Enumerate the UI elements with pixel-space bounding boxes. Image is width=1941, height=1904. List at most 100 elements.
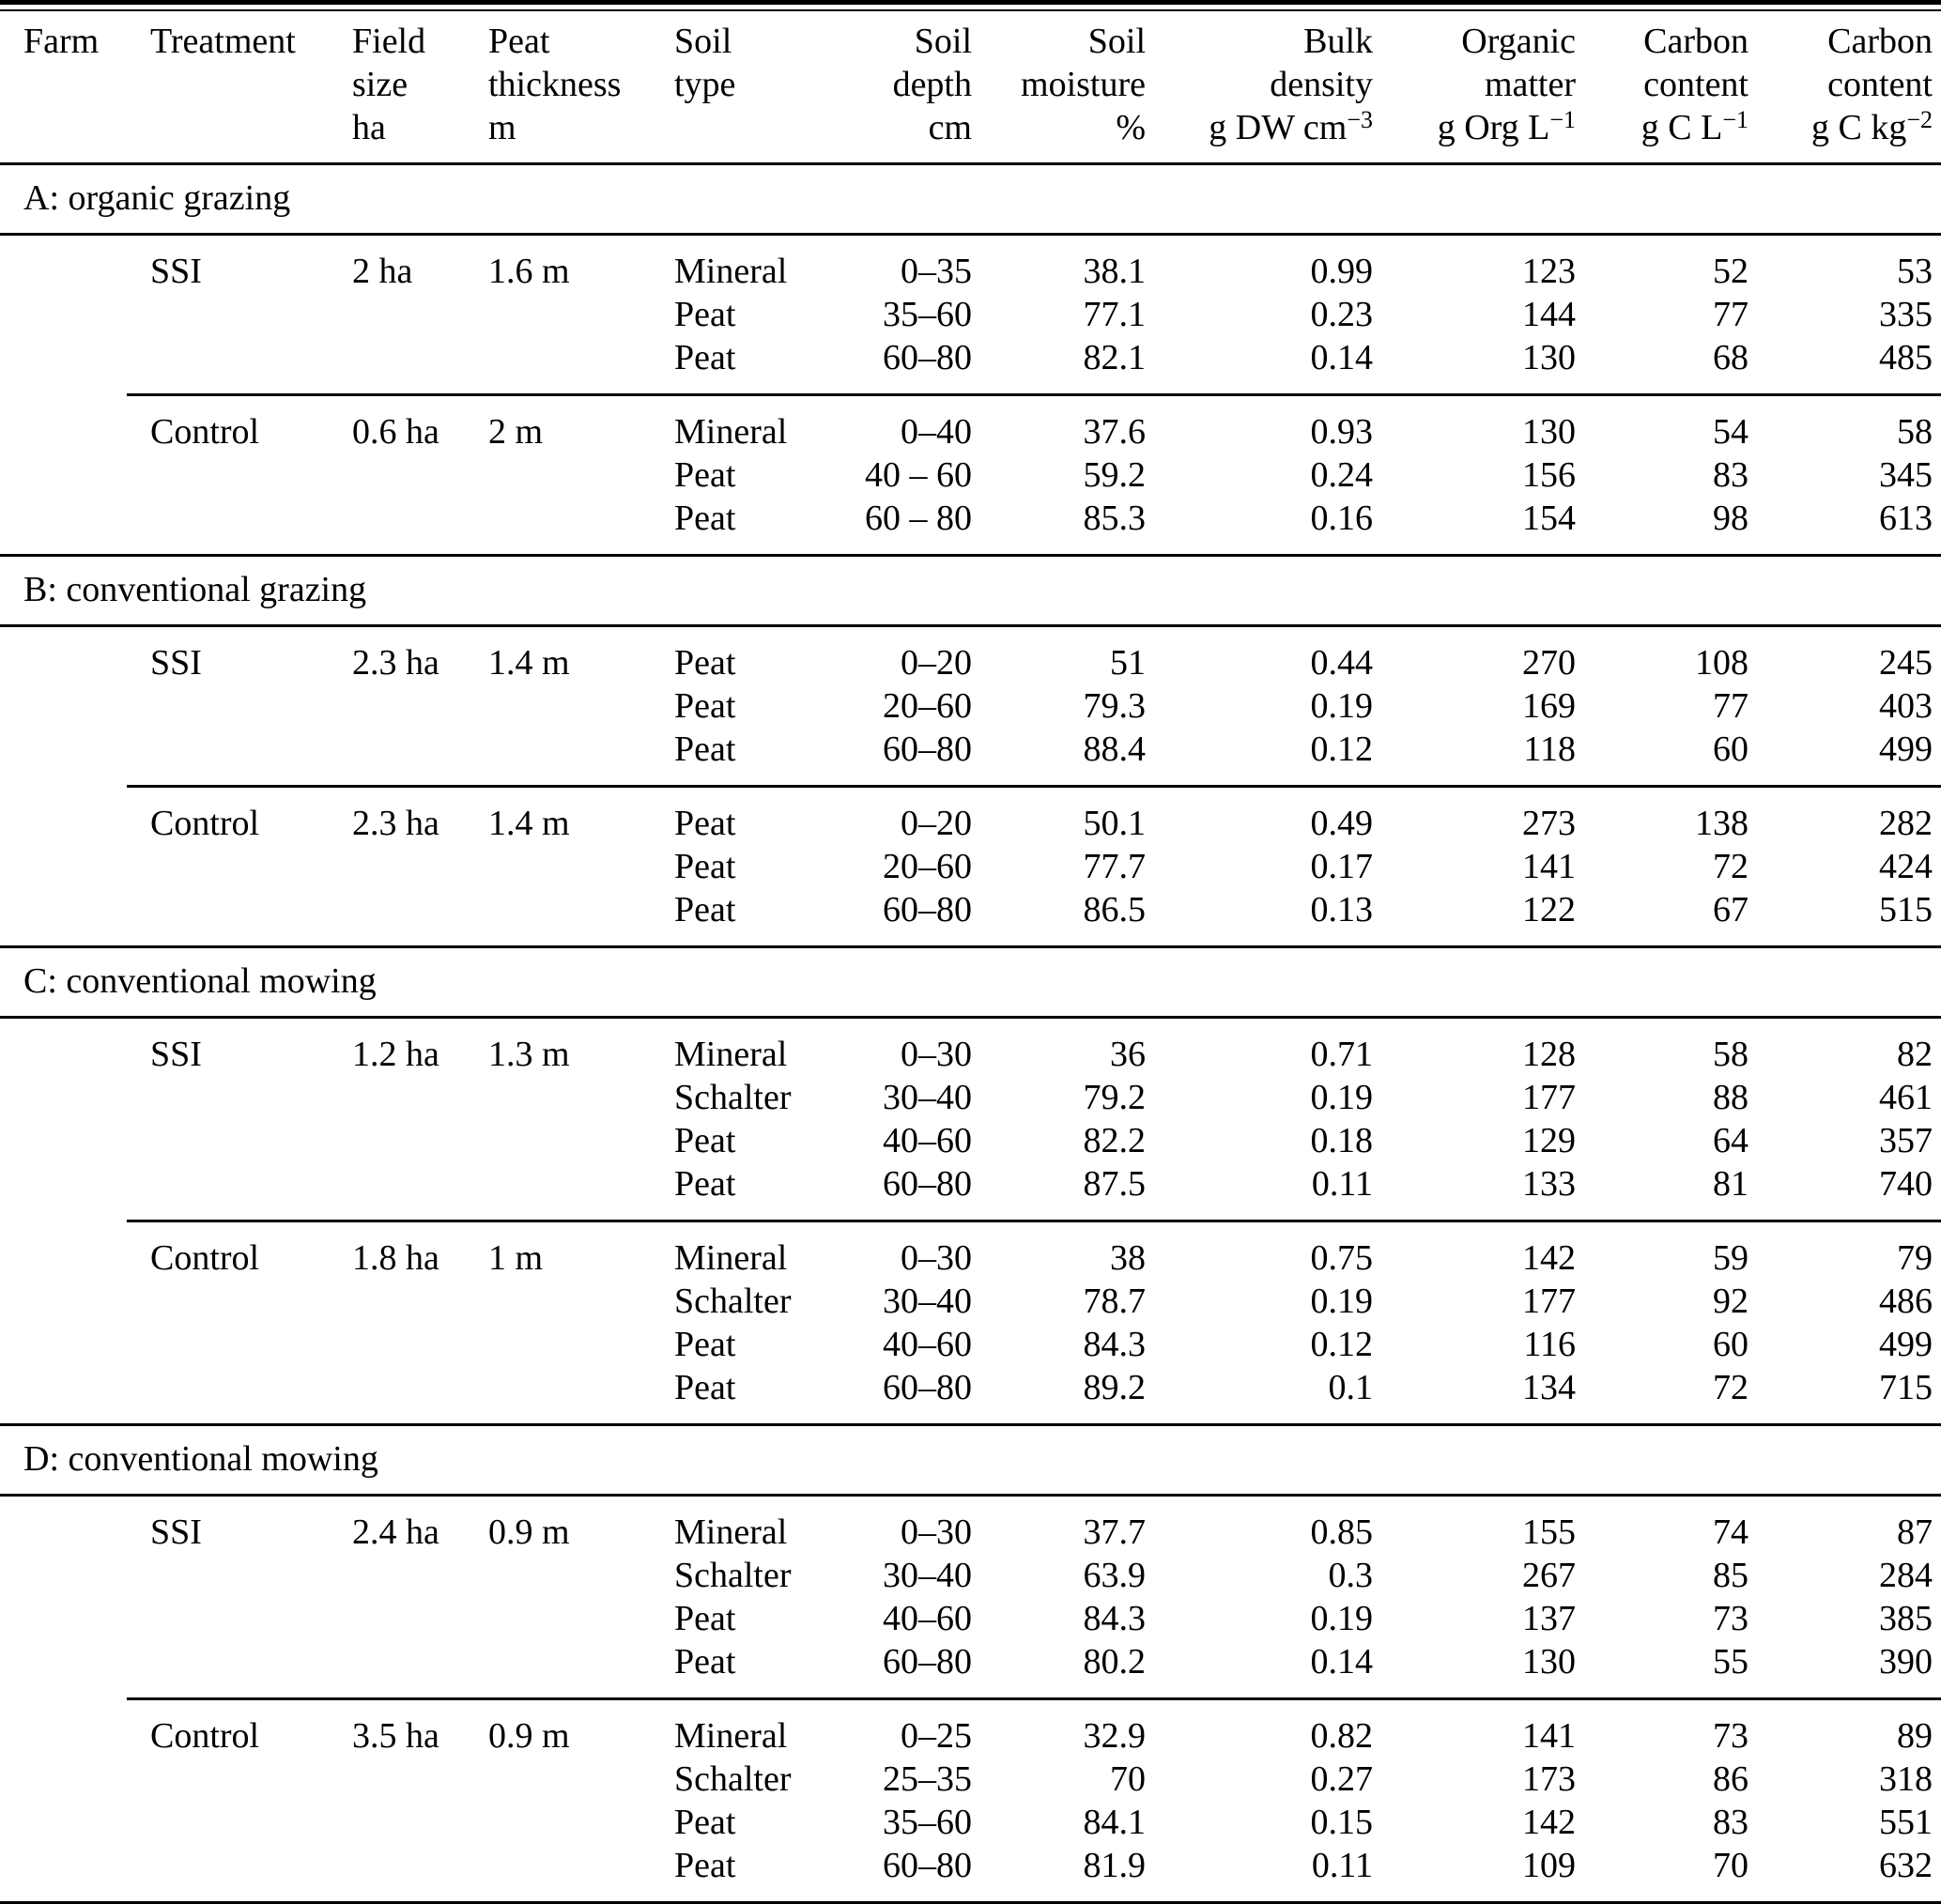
- cell-soil_moisture: 63.9: [1083, 1556, 1147, 1595]
- cell-peat_thickness: [465, 497, 651, 556]
- header-line: Soil: [674, 22, 732, 61]
- cell-carbon_content_kg: 613: [1879, 499, 1933, 538]
- unit-label: g DW cm−3: [1209, 108, 1373, 148]
- cell-bulk_density: 0.85: [1310, 1512, 1374, 1552]
- cell-field_size: [329, 1640, 465, 1699]
- cell-soil_type: Schalter: [674, 1282, 792, 1321]
- cell-soil_moisture: 77.7: [1083, 847, 1147, 886]
- cell-peat_thickness: [465, 293, 651, 336]
- cell-soil_depth: 60–80: [883, 1846, 972, 1885]
- cell-carbon_content_l: 54: [1576, 393, 1748, 453]
- cell-organic_matter: 128: [1522, 1035, 1576, 1074]
- data-row: Peat 60–80 82.1 0.14 130 68 485: [0, 336, 1941, 395]
- column-header-treatment: Treatment: [127, 11, 329, 164]
- cell-carbon_content_l: 60: [1713, 1325, 1748, 1364]
- cell-bulk_density: 0.93: [1146, 393, 1373, 453]
- cell-soil_type: Peat: [674, 1368, 736, 1407]
- cell-peat_thickness: [465, 1076, 651, 1119]
- cell-farm: [0, 1018, 127, 1077]
- cell-soil_depth: 30–40: [883, 1078, 972, 1117]
- cell-field_size: [329, 1162, 465, 1221]
- cell-peat_thickness: [465, 684, 651, 728]
- section-header-row-c: C: conventional mowing: [0, 945, 1941, 1019]
- cell-carbon_content_kg: 87: [1897, 1512, 1933, 1552]
- cell-bulk_density: 0.16: [1310, 499, 1374, 538]
- cell-treatment: [127, 1162, 329, 1221]
- cell-carbon_content_kg: 385: [1879, 1599, 1933, 1638]
- cell-carbon_content_l: 77: [1713, 686, 1748, 726]
- cell-carbon_content_l: 85: [1713, 1556, 1748, 1595]
- cell-carbon_content_l: 67: [1713, 890, 1748, 929]
- cell-peat_thickness: [465, 1119, 651, 1162]
- cell-organic_matter: 134: [1522, 1368, 1576, 1407]
- cell-soil_moisture: 50.1: [972, 785, 1146, 845]
- cell-treatment: [127, 1758, 329, 1801]
- cell-soil_moisture: 51: [1110, 643, 1146, 683]
- data-row: Schalter 30–40 78.7 0.19 177 92 486: [0, 1280, 1941, 1323]
- header-line: density: [1270, 65, 1373, 104]
- cell-soil_moisture: 37.6: [972, 393, 1146, 453]
- cell-soil_depth: 20–60: [883, 847, 972, 886]
- cell-soil_depth: 40–60: [883, 1599, 972, 1638]
- cell-farm: [0, 1801, 127, 1844]
- cell-farm: [0, 235, 127, 294]
- cell-soil_depth: 40–60: [883, 1121, 972, 1160]
- unit-base: g Org L: [1437, 108, 1550, 147]
- cell-soil_moisture: 86.5: [1083, 890, 1147, 929]
- cell-farm: [0, 1554, 127, 1597]
- header-line: size: [352, 65, 408, 104]
- cell-soil_moisture: 85.3: [1083, 499, 1147, 538]
- column-header-carbon_content_kg: Carbon content g C kg−2: [1748, 11, 1941, 164]
- cell-carbon_content_kg: 715: [1879, 1368, 1933, 1407]
- table-body: A: organic grazing SSI 2 ha 1.6 m Mineral 0–3…: [0, 162, 1941, 1904]
- header-line: content: [1827, 65, 1933, 104]
- cell-farm: [0, 1758, 127, 1801]
- cell-soil_depth: 30–40: [883, 1556, 972, 1595]
- cell-treatment: SSI: [150, 1035, 202, 1074]
- cell-peat_thickness: [465, 845, 651, 888]
- cell-organic_matter: 142: [1373, 1220, 1576, 1280]
- cell-carbon_content_kg: 403: [1879, 686, 1933, 726]
- cell-soil_type: Mineral: [651, 1697, 803, 1758]
- cell-organic_matter: 130: [1522, 1642, 1576, 1681]
- cell-treatment: SSI: [150, 252, 202, 291]
- cell-soil_depth: 60–80: [883, 1642, 972, 1681]
- cell-bulk_density: 0.13: [1310, 890, 1374, 929]
- cell-peat_thickness: 1.4 m: [488, 643, 570, 683]
- cell-soil_moisture: 36: [1110, 1035, 1146, 1074]
- cell-soil_depth: 20–60: [883, 686, 972, 726]
- soil-properties-table: Farm Treatment Field size ha Peat thickness m So…: [0, 11, 1941, 1904]
- cell-soil_moisture: 32.9: [972, 1697, 1146, 1758]
- cell-organic_matter: 137: [1522, 1599, 1576, 1638]
- cell-bulk_density: 0.82: [1146, 1697, 1373, 1758]
- data-row: SSI 2.3 ha 1.4 m Peat 0–20 51 0.44 270 108 245: [0, 626, 1941, 685]
- cell-farm: [0, 497, 127, 556]
- data-row: Peat 40 – 60 59.2 0.24 156 83 345: [0, 453, 1941, 497]
- cell-field_size: [329, 497, 465, 556]
- cell-farm: [0, 1280, 127, 1323]
- cell-carbon_content_l: 72: [1713, 847, 1748, 886]
- cell-field_size: 1.8 ha: [329, 1220, 465, 1280]
- cell-soil_type: Peat: [674, 1325, 736, 1364]
- cell-carbon_content_l: 138: [1576, 785, 1748, 845]
- cell-soil_depth: 0–20: [803, 785, 972, 845]
- cell-field_size: [329, 1119, 465, 1162]
- cell-soil_type: Schalter: [674, 1759, 792, 1799]
- cell-soil_depth: 0–30: [803, 1220, 972, 1280]
- cell-organic_matter: 177: [1522, 1282, 1576, 1321]
- column-header-soil_depth: Soil depth cm: [803, 11, 972, 164]
- cell-carbon_content_l: 55: [1713, 1642, 1748, 1681]
- cell-soil_type: Peat: [674, 499, 736, 538]
- cell-peat_thickness: [465, 1366, 651, 1425]
- cell-bulk_density: 0.19: [1310, 1599, 1374, 1638]
- data-row: Peat 40–60 84.3 0.19 137 73 385: [0, 1597, 1941, 1640]
- unit-exponent: −2: [1906, 106, 1933, 133]
- cell-organic_matter: 177: [1522, 1078, 1576, 1117]
- cell-soil_depth: 0–20: [901, 643, 972, 683]
- data-row: Peat 35–60 77.1 0.23 144 77 335: [0, 293, 1941, 336]
- cell-organic_matter: 109: [1522, 1846, 1576, 1885]
- cell-treatment: [127, 888, 329, 947]
- cell-carbon_content_l: 92: [1713, 1282, 1748, 1321]
- cell-bulk_density: 0.14: [1310, 338, 1374, 377]
- cell-organic_matter: 144: [1522, 295, 1576, 334]
